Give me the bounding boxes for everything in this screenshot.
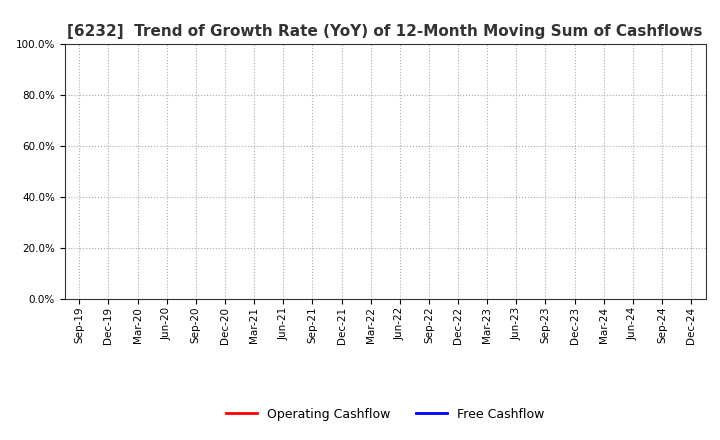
Title: [6232]  Trend of Growth Rate (YoY) of 12-Month Moving Sum of Cashflows: [6232] Trend of Growth Rate (YoY) of 12-… xyxy=(68,24,703,39)
Legend: Operating Cashflow, Free Cashflow: Operating Cashflow, Free Cashflow xyxy=(221,403,549,425)
